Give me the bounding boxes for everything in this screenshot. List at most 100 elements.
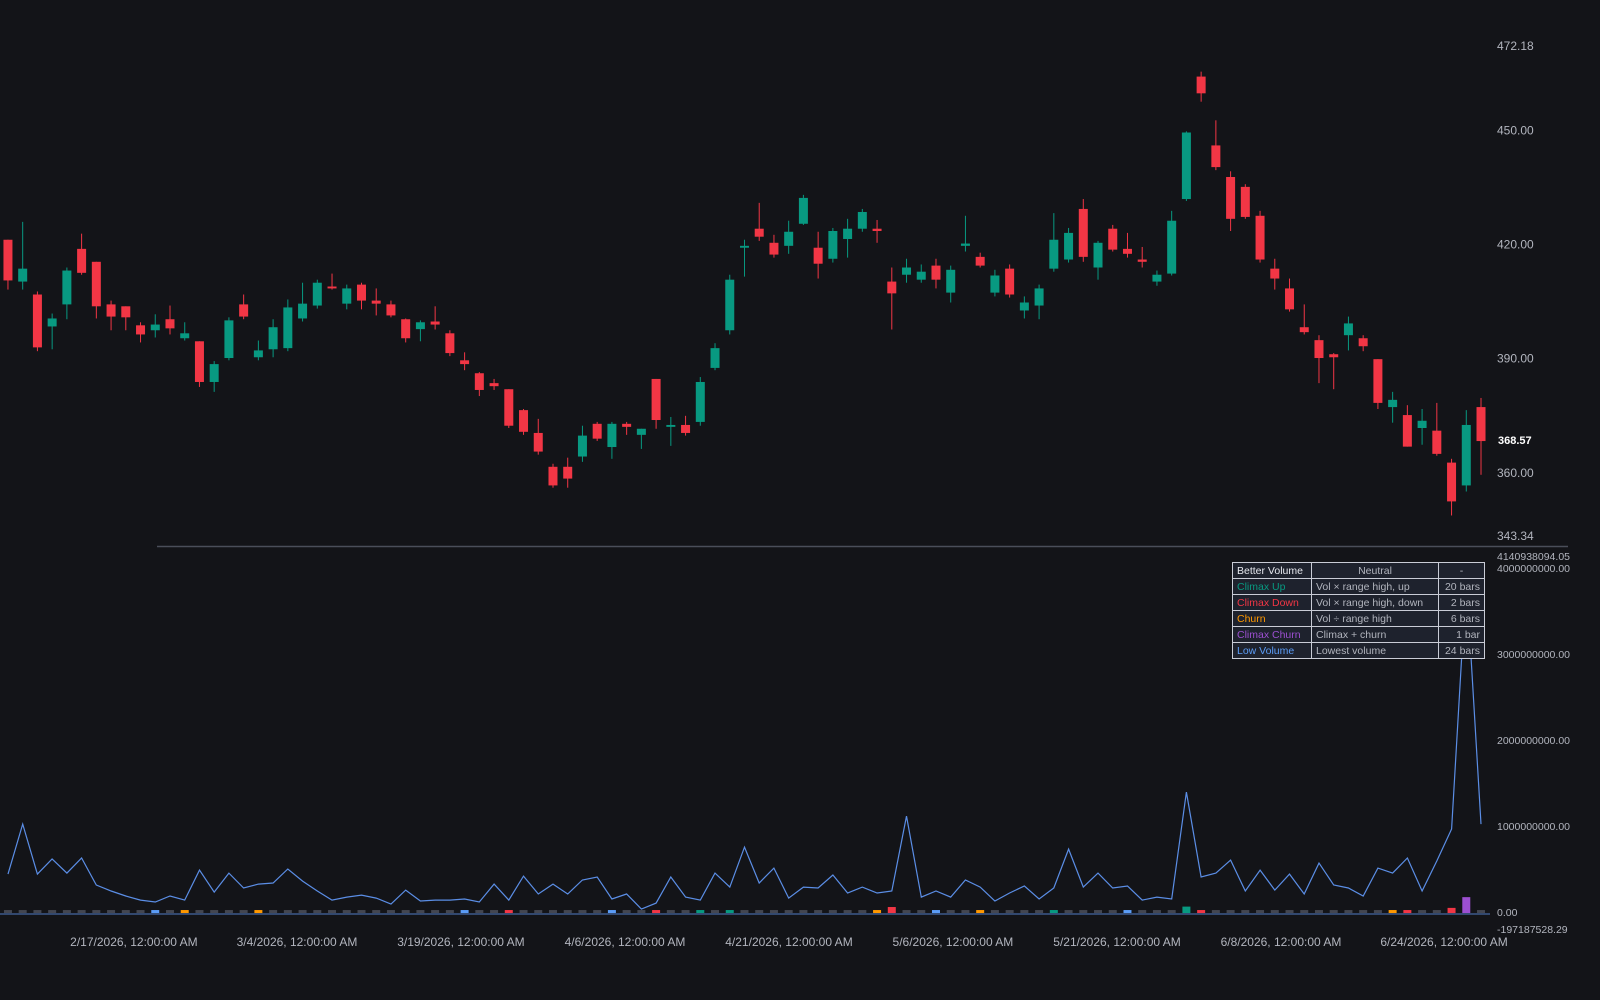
candle-body <box>180 333 190 339</box>
volume-bar <box>1359 910 1368 914</box>
volume-bar <box>195 910 204 914</box>
volume-bar <box>711 910 720 914</box>
table-cell: Vol ÷ range high <box>1311 610 1439 627</box>
volume-bar <box>1152 910 1161 914</box>
volume-bar <box>386 910 395 914</box>
y-tick-label: 3000000000.00 <box>1497 649 1570 661</box>
volume-bar <box>490 910 499 914</box>
volume-bar <box>1049 910 1058 914</box>
volume-bar <box>725 910 734 914</box>
candle-body <box>1270 268 1280 279</box>
candle-body <box>828 230 838 259</box>
candle-body <box>1358 338 1368 347</box>
volume-line <box>7 578 1482 910</box>
table-cell: 6 bars <box>1438 610 1485 627</box>
volume-bar <box>1226 910 1235 914</box>
candle-body <box>784 231 794 246</box>
candle-body <box>327 286 337 289</box>
candle-body <box>651 378 661 421</box>
table-cell: Climax Down <box>1232 594 1312 611</box>
candle-body <box>813 247 823 264</box>
candle-body <box>1226 176 1236 219</box>
table-cell: Churn <box>1232 610 1312 627</box>
table-cell: Better Volume <box>1232 562 1312 579</box>
volume-bar <box>1373 910 1382 914</box>
volume-bar <box>740 910 749 914</box>
x-tick-label: 5/21/2026, 12:00:00 AM <box>1053 935 1180 949</box>
volume-bar <box>328 910 337 914</box>
table-row: Climax Churn Climax + churn 1 bar <box>1232 626 1485 643</box>
volume-bar <box>372 910 381 914</box>
candle-body <box>1211 145 1221 168</box>
table-cell: Neutral <box>1311 562 1439 579</box>
candle-body <box>136 325 146 335</box>
candle-body <box>32 294 42 348</box>
volume-bar <box>814 910 823 914</box>
table-row: Low Volume Lowest volume 24 bars <box>1232 642 1485 659</box>
candle-body <box>18 268 28 282</box>
volume-bar <box>33 910 42 914</box>
candle-body <box>1314 340 1324 359</box>
volume-bar <box>401 910 410 914</box>
volume-bar <box>107 910 116 914</box>
volume-bar <box>931 910 940 914</box>
table-cell: Lowest volume <box>1311 642 1439 659</box>
volume-bar <box>1329 910 1338 914</box>
candle-body <box>150 324 160 331</box>
volume-bar <box>593 910 602 914</box>
candle-body <box>769 242 779 255</box>
volume-bar <box>519 910 528 914</box>
candle-body <box>239 304 249 317</box>
volume-bar <box>769 910 778 914</box>
volume-bar <box>858 910 867 914</box>
candle-body <box>1417 420 1427 429</box>
candle-body <box>1093 242 1103 268</box>
volume-bar <box>416 910 425 914</box>
candle-body <box>283 307 293 349</box>
candle-body <box>1064 232 1074 260</box>
table-cell: 2 bars <box>1438 594 1485 611</box>
candle-body <box>857 211 867 229</box>
volume-bar <box>1020 910 1029 914</box>
candle-body <box>47 318 57 327</box>
candle-body <box>916 271 926 280</box>
volume-bar <box>460 910 469 914</box>
volume-bar <box>1182 906 1191 914</box>
y-tick-label: -197187528.29 <box>1497 924 1568 936</box>
candle-body <box>386 304 396 316</box>
candle-body <box>3 239 13 281</box>
volume-bar <box>548 910 557 914</box>
x-tick-label: 2/17/2026, 12:00:00 AM <box>70 935 197 949</box>
volume-bar <box>799 910 808 914</box>
candle-body <box>1034 288 1044 306</box>
candle-body <box>1402 415 1412 447</box>
volume-bar <box>3 910 12 914</box>
volume-bar <box>18 910 27 914</box>
volume-bar <box>1138 910 1147 914</box>
candle-body <box>1019 302 1029 311</box>
candle-body <box>519 410 529 432</box>
volume-bar <box>121 910 130 914</box>
volume-bar <box>92 910 101 914</box>
volume-bar <box>313 910 322 914</box>
table-cell: - <box>1438 562 1485 579</box>
candle-body <box>666 424 676 427</box>
candle-body <box>887 281 897 294</box>
candle-body <box>946 269 956 293</box>
volume-bar <box>475 910 484 914</box>
candle-body <box>1137 259 1147 262</box>
volume-bar <box>1432 910 1441 914</box>
x-tick-label: 3/19/2026, 12:00:00 AM <box>397 935 524 949</box>
candle-body <box>1329 354 1339 358</box>
candle-body <box>62 270 72 305</box>
volume-bar <box>887 907 896 914</box>
volume-bar <box>1285 910 1294 914</box>
volume-bar <box>961 910 970 914</box>
volume-bar <box>652 910 661 914</box>
volume-bar <box>607 910 616 914</box>
candle-body <box>607 423 617 448</box>
candle-body <box>577 435 587 457</box>
candle-body <box>1255 215 1265 260</box>
candle-body <box>1461 424 1471 486</box>
volume-bar <box>1256 910 1265 914</box>
